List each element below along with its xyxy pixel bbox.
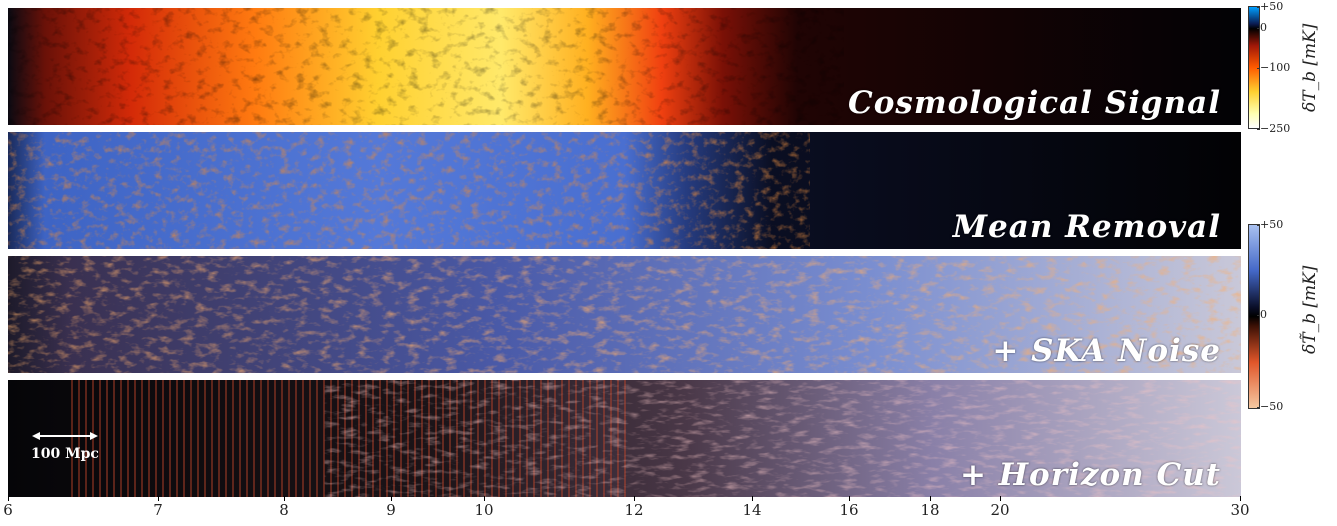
signal-image — [8, 8, 1241, 125]
x-tick — [158, 496, 159, 501]
x-tick-label: 6 — [3, 501, 13, 519]
x-tick-label: 20 — [990, 501, 1010, 519]
x-tick-label: 7 — [153, 501, 163, 519]
panel-mean-removal: Mean Removal — [8, 132, 1241, 249]
x-tick-label: 9 — [386, 501, 396, 519]
colorbar-top-tick: −250 — [1256, 122, 1291, 135]
colorbar-top-tick: 0 — [1257, 21, 1267, 34]
colorbar-bottom-tick: 0 — [1257, 308, 1267, 321]
x-axis: 6 7 8 9 10 12 14 16 18 20 30 — [0, 496, 1337, 526]
x-tick — [634, 496, 635, 501]
x-tick — [849, 496, 850, 501]
panel-ska-noise: + SKA Noise — [8, 256, 1241, 373]
horizon-cut-image — [8, 380, 1241, 497]
x-tick — [391, 496, 392, 501]
x-tick — [1240, 496, 1241, 501]
colorbar-bottom-title: δT̃_b [mK] — [1300, 265, 1320, 354]
x-tick — [1000, 496, 1001, 501]
panel-label: Mean Removal — [952, 209, 1221, 245]
panel-label: Cosmological Signal — [848, 85, 1221, 121]
panel-cosmological-signal: Cosmological Signal — [8, 8, 1241, 125]
x-tick-label: 10 — [474, 501, 494, 519]
colorbar-top-tick: +50 — [1256, 0, 1284, 13]
panel-label: + Horizon Cut — [960, 457, 1221, 493]
double-arrow-icon — [32, 432, 98, 440]
colorbar-bottom-tick: +50 — [1256, 218, 1284, 231]
colorbar-top-title: δT_b [mK] — [1300, 23, 1320, 112]
x-tick-label: 12 — [624, 501, 644, 519]
scale-bar: 100 Mpc — [30, 430, 100, 462]
x-tick — [752, 496, 753, 501]
x-tick-label: 14 — [742, 501, 762, 519]
x-tick — [484, 496, 485, 501]
x-tick — [284, 496, 285, 501]
x-tick-label: 8 — [279, 501, 289, 519]
colorbar-top-tick: −100 — [1256, 61, 1291, 74]
x-tick-label: 30 — [1230, 501, 1250, 519]
x-tick — [930, 496, 931, 501]
colorbar-top — [1248, 6, 1260, 129]
colorbar-bottom — [1248, 224, 1260, 409]
ska-noise-image — [8, 256, 1241, 373]
x-tick — [8, 496, 9, 501]
colorbar-bottom-tick: −50 — [1256, 400, 1284, 413]
panel-label: + SKA Noise — [992, 333, 1221, 369]
x-tick-label: 16 — [839, 501, 859, 519]
scale-bar-label: 100 Mpc — [31, 446, 99, 462]
x-tick-label: 18 — [920, 501, 940, 519]
panel-horizon-cut: + Horizon Cut — [8, 380, 1241, 497]
mean-removal-image — [8, 132, 1241, 249]
